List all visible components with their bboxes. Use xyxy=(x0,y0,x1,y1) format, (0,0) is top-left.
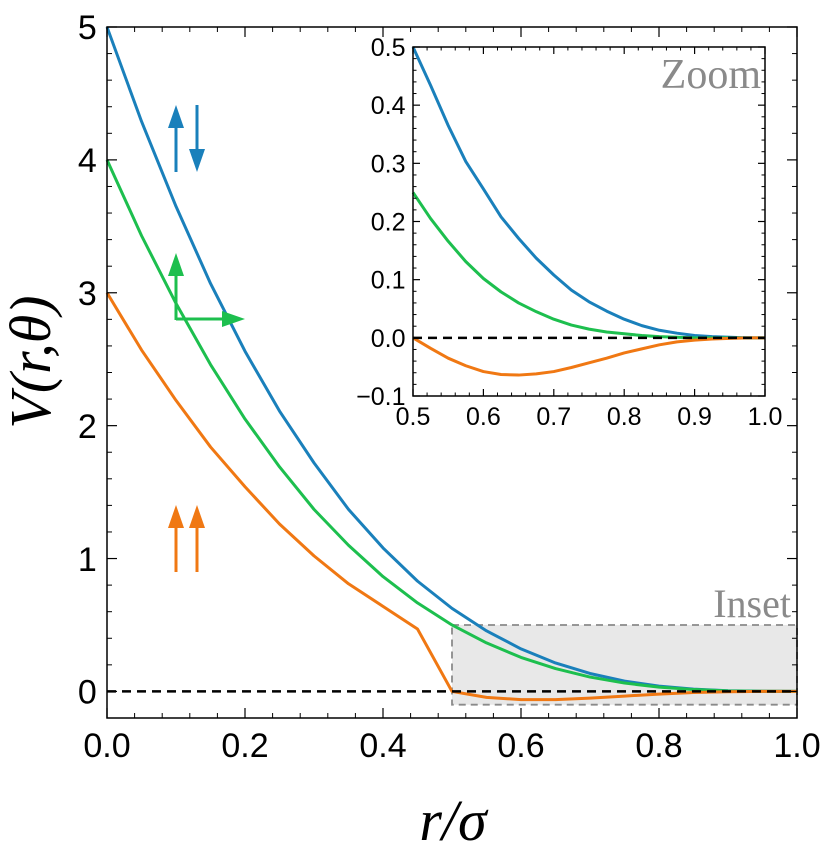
y-tick-label: 1 xyxy=(78,541,97,579)
x-tick-label: 0.5 xyxy=(396,403,431,431)
series-line-antiparallel xyxy=(411,46,765,340)
y-axis-label: V(r,θ) xyxy=(0,295,63,428)
x-tick-label: 0.4 xyxy=(359,727,406,765)
up-arrow-icon xyxy=(168,253,184,320)
y-tick-label: 0.4 xyxy=(371,92,406,120)
y-tick-label: −0.1 xyxy=(356,383,405,411)
y-tick-label: 0.0 xyxy=(371,325,406,353)
up-arrow-icon xyxy=(189,505,205,572)
spin-glyph-parallel xyxy=(168,505,205,572)
y-tick-label: 5 xyxy=(78,9,97,47)
right-arrow-icon xyxy=(176,311,245,327)
series-line-perpendicular xyxy=(105,159,798,693)
x-tick-label: 0.8 xyxy=(607,403,642,431)
zoom-inset-background xyxy=(413,47,765,396)
x-tick-label: 0.6 xyxy=(466,403,501,431)
down-arrow-icon xyxy=(189,105,205,172)
y-tick-label: 0.5 xyxy=(371,34,406,62)
y-tick-label: 0.1 xyxy=(371,267,406,295)
y-tick-label: 2 xyxy=(78,408,97,446)
y-tick-label: 0 xyxy=(78,674,97,712)
x-tick-label: 0.8 xyxy=(635,727,682,765)
y-tick-label: 0.3 xyxy=(371,150,406,178)
x-tick-label: 0.9 xyxy=(677,403,712,431)
x-tick-label: 0.6 xyxy=(497,727,544,765)
up-arrow-icon xyxy=(168,105,184,172)
x-axis-label: r/σ xyxy=(419,788,489,853)
series-line-parallel xyxy=(412,336,765,377)
x-tick-label: 0.0 xyxy=(83,727,130,765)
y-tick-label: 0.2 xyxy=(371,209,406,237)
x-tick-label: 1.0 xyxy=(748,403,783,431)
zoom-inset-plot: 0.5 0.6 0.7 0.8 0.9 1.0−0.10.00.10.20.30.40.5… xyxy=(356,34,782,431)
main-ticks-group: 0.0 0.2 0.4 0.6 0.8 1.0 0 1 2 3 4 5 xyxy=(78,9,821,765)
y-tick-label: 3 xyxy=(78,275,97,313)
up-arrow-icon xyxy=(168,505,184,572)
main-plot: Inset 0.0 0.2 0.4 0.6 0.8 1.0 0 1 2 3 4 5 xyxy=(0,9,821,853)
spin-glyph-perpendicular xyxy=(168,253,245,327)
zoom-title: Zoom xyxy=(661,52,762,98)
spin-glyph-antiparallel xyxy=(168,105,205,172)
x-tick-label: 1.0 xyxy=(773,727,820,765)
zoom-ticks-group: 0.5 0.6 0.7 0.8 0.9 1.0 −0.1 0.0 0.1 0.2 0.3 0.4 0.5 xyxy=(356,34,782,431)
y-tick-label: 4 xyxy=(78,142,97,180)
x-tick-label: 0.2 xyxy=(221,727,268,765)
x-tick-label: 0.7 xyxy=(536,403,571,431)
inset-label: Inset xyxy=(713,581,791,626)
